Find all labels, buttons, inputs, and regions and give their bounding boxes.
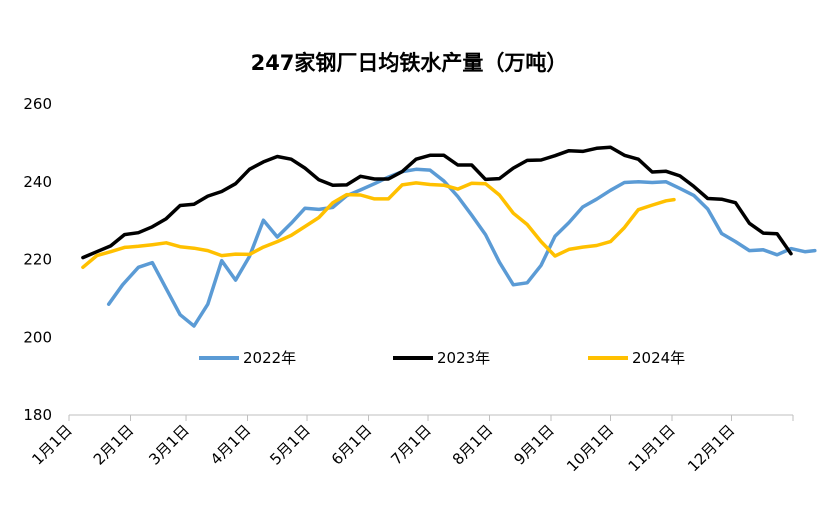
- y-tick-label: 240: [23, 173, 52, 191]
- x-tick-label: 9月1日: [510, 421, 557, 468]
- series-layer: [81, 145, 817, 328]
- x-tick-label: 7月1日: [387, 421, 434, 468]
- legend-label: 2022年: [243, 349, 296, 367]
- y-tick-label: 220: [23, 251, 52, 269]
- series-line-1: [106, 167, 817, 328]
- series-line-3: [81, 181, 676, 270]
- y-tick-label: 260: [23, 95, 52, 113]
- x-tick-label: 1月1日: [28, 421, 75, 468]
- y-tick-label: 180: [23, 406, 52, 424]
- y-axis: 180 200 220 240 260: [23, 95, 52, 424]
- y-tick-label: 200: [23, 328, 52, 346]
- x-tick-label: 5月1日: [266, 421, 313, 468]
- x-tick-label: 11月1日: [625, 421, 679, 475]
- chart-title: 247家钢厂日均铁水产量（万吨）: [251, 51, 568, 75]
- legend: 2022年 2023年 2024年: [199, 349, 685, 367]
- x-tick-label: 8月1日: [449, 421, 496, 468]
- x-tick-label: 4月1日: [207, 421, 254, 468]
- series-line-2: [81, 145, 793, 260]
- x-tick-label: 6月1日: [328, 421, 375, 468]
- x-tick-label: 10月1日: [563, 421, 617, 475]
- x-axis: 1月1日 2月1日 3月1日 4月1日 5月1日 6月1日 7月1日 8月1日 9月1日 10月1…: [28, 414, 794, 475]
- x-tick-label: 3月1日: [145, 421, 192, 468]
- x-tick-label: 12月1日: [684, 421, 738, 475]
- legend-label: 2023年: [437, 349, 490, 367]
- x-tick-label: 2月1日: [90, 421, 137, 468]
- legend-label: 2024年: [632, 349, 685, 367]
